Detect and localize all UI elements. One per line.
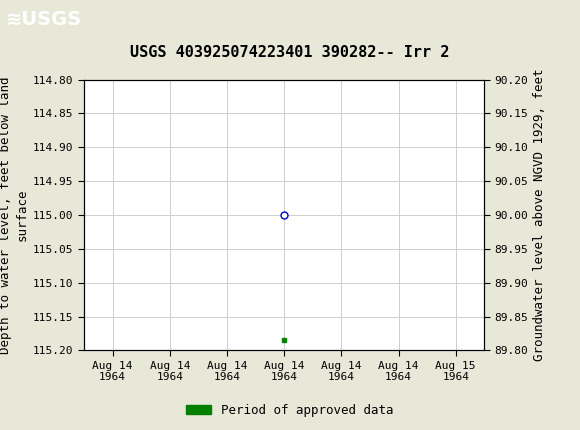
Y-axis label: Depth to water level, feet below land
surface: Depth to water level, feet below land su… [0, 76, 29, 354]
Legend: Period of approved data: Period of approved data [181, 399, 399, 421]
Text: USGS 403925074223401 390282-- Irr 2: USGS 403925074223401 390282-- Irr 2 [130, 45, 450, 60]
Y-axis label: Groundwater level above NGVD 1929, feet: Groundwater level above NGVD 1929, feet [532, 69, 546, 361]
Text: ≋USGS: ≋USGS [6, 10, 82, 29]
